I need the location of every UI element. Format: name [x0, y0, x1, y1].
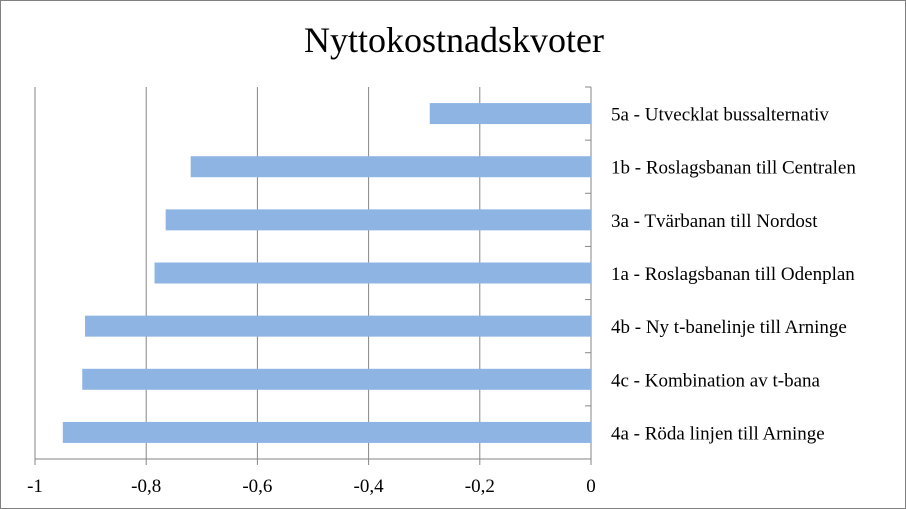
- category-label: 5a - Utvecklat bussalternativ: [611, 105, 829, 126]
- bar: [429, 103, 591, 125]
- x-tick-label: -0,6: [242, 476, 272, 497]
- bar: [82, 368, 591, 390]
- category-label: 4c - Kombination av t-bana: [611, 370, 821, 391]
- category-label: 1b - Roslagsbanan till Centralen: [611, 158, 856, 179]
- x-tick-label: 0: [586, 476, 596, 497]
- category-label: 4b - Ny t-banelinje till Arninge: [611, 317, 847, 338]
- category-label: 4a - Röda linjen till Arninge: [611, 423, 825, 444]
- bar: [154, 262, 592, 284]
- bar: [165, 209, 591, 231]
- bar: [85, 315, 591, 337]
- x-tick-label: -0,8: [131, 476, 161, 497]
- x-tick-label: -0,2: [465, 476, 495, 497]
- bar: [62, 421, 592, 443]
- x-tick-label: -1: [27, 476, 43, 497]
- bar: [190, 156, 591, 178]
- x-tick-label: -0,4: [354, 476, 385, 497]
- chart-title: Nyttokostnadskvoter: [304, 20, 604, 60]
- category-label: 3a - Tvärbanan till Nordost: [611, 211, 818, 232]
- category-label: 1a - Roslagsbanan till Odenplan: [611, 264, 855, 285]
